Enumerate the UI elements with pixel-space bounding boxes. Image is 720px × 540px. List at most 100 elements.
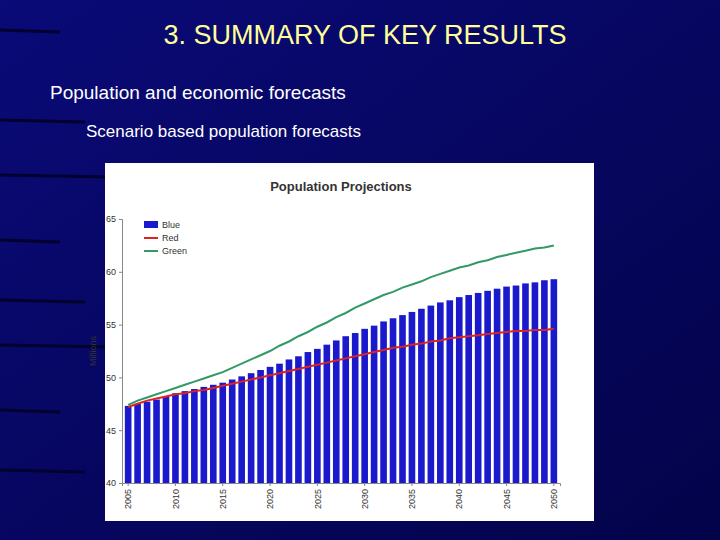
y-tick: 65 bbox=[106, 214, 122, 224]
y-axis-line bbox=[119, 220, 123, 484]
bar bbox=[551, 279, 558, 483]
legend-item: Red bbox=[144, 233, 179, 243]
bar bbox=[314, 349, 321, 483]
bar bbox=[295, 356, 302, 483]
legend-label: Blue bbox=[162, 220, 180, 230]
x-tick-label: 2025 bbox=[312, 489, 322, 509]
streak bbox=[0, 470, 85, 472]
bar bbox=[465, 295, 472, 483]
x-tick-mark bbox=[175, 483, 176, 486]
legend-item: Green bbox=[144, 246, 187, 256]
x-tick-label: 2030 bbox=[360, 489, 370, 509]
x-tick-mark bbox=[459, 483, 460, 486]
legend: Blue Red Green bbox=[144, 220, 187, 256]
bar bbox=[532, 282, 539, 483]
bar bbox=[371, 326, 378, 483]
bar bbox=[257, 370, 264, 483]
x-tick-mark bbox=[364, 483, 365, 486]
bar bbox=[522, 283, 529, 483]
x-tick-mark bbox=[411, 483, 412, 486]
bar bbox=[428, 306, 435, 483]
streak bbox=[0, 240, 60, 242]
x-tick: 2050 bbox=[549, 483, 559, 509]
y-tick: 60 bbox=[106, 267, 122, 277]
bar bbox=[125, 406, 132, 483]
bar bbox=[267, 367, 274, 483]
y-tick: 45 bbox=[106, 426, 122, 436]
bar bbox=[248, 373, 255, 483]
plot-area bbox=[125, 245, 557, 483]
y-tick-mark bbox=[119, 272, 122, 273]
slide-subheading: Scenario based population forecasts bbox=[86, 122, 361, 141]
x-tick: 2020 bbox=[265, 483, 275, 509]
chart-panel bbox=[105, 163, 594, 521]
bar bbox=[323, 345, 330, 483]
x-tick-label: 2045 bbox=[502, 489, 512, 509]
x-tick-mark bbox=[317, 483, 318, 486]
bar bbox=[494, 289, 501, 483]
legend-label: Red bbox=[162, 233, 179, 243]
bar bbox=[219, 383, 226, 483]
x-tick: 2035 bbox=[407, 483, 417, 509]
y-tick: 50 bbox=[106, 373, 122, 383]
bar bbox=[437, 302, 444, 483]
slide: 3. SUMMARY OF KEY RESULTS Population and … bbox=[0, 0, 720, 540]
x-tick-label: 2040 bbox=[454, 489, 464, 509]
x-tick-label: 2035 bbox=[407, 489, 417, 509]
bar bbox=[446, 300, 453, 483]
x-tick: 2005 bbox=[123, 483, 133, 509]
x-tick-label: 2010 bbox=[171, 489, 181, 509]
x-tick: 2025 bbox=[312, 483, 322, 509]
x-tick-mark bbox=[270, 483, 271, 486]
bar bbox=[399, 315, 406, 483]
y-tick: 55 bbox=[106, 320, 122, 330]
bar bbox=[456, 297, 463, 483]
bar bbox=[229, 380, 236, 483]
x-axis: 2005 2010 2015 2020 2025 2030 2035 2040 2045 2050 bbox=[123, 483, 561, 509]
bar bbox=[305, 352, 312, 483]
x-tick-mark bbox=[128, 483, 129, 486]
y-tick-label: 60 bbox=[106, 267, 116, 277]
y-axis: 40 45 50 55 60 65 bbox=[106, 214, 123, 488]
y-tick-label: 40 bbox=[106, 478, 116, 488]
y-tick-mark bbox=[119, 377, 122, 378]
bar bbox=[182, 391, 189, 483]
x-tick-label: 2050 bbox=[549, 489, 559, 509]
legend-swatch bbox=[144, 250, 158, 252]
bar bbox=[513, 286, 520, 483]
line bbox=[128, 245, 554, 404]
x-tick: 2010 bbox=[171, 483, 181, 509]
x-tick: 2045 bbox=[502, 483, 512, 509]
legend-swatch bbox=[144, 237, 158, 239]
y-tick-mark bbox=[119, 325, 122, 326]
bar bbox=[153, 400, 160, 483]
y-axis-title: Millions bbox=[88, 336, 98, 367]
slide-title: 3. SUMMARY OF KEY RESULTS bbox=[163, 20, 566, 50]
bar bbox=[390, 318, 397, 483]
x-tick-mark bbox=[506, 483, 507, 486]
x-tick-label: 2005 bbox=[123, 489, 133, 509]
x-tick: 2030 bbox=[360, 483, 370, 509]
bar bbox=[163, 396, 170, 483]
y-tick-mark bbox=[119, 483, 122, 484]
y-tick-label: 65 bbox=[106, 214, 116, 224]
streak bbox=[0, 175, 110, 177]
bar bbox=[380, 321, 387, 483]
bar bbox=[201, 387, 208, 483]
x-tick-mark bbox=[553, 483, 554, 486]
bar bbox=[475, 293, 482, 483]
chart-title: Population Projections bbox=[270, 179, 412, 194]
bar bbox=[210, 385, 217, 483]
slide-heading: Population and economic forecasts bbox=[50, 82, 346, 103]
bar bbox=[286, 359, 293, 483]
bar bbox=[484, 291, 491, 483]
bar bbox=[409, 312, 416, 483]
x-tick-label: 2015 bbox=[218, 489, 228, 509]
x-tick: 2040 bbox=[454, 483, 464, 509]
bar bbox=[238, 376, 245, 483]
streak bbox=[0, 30, 60, 32]
bar-series bbox=[125, 279, 557, 483]
bar bbox=[144, 402, 151, 483]
legend-item: Blue bbox=[144, 220, 180, 230]
bar bbox=[418, 309, 425, 483]
